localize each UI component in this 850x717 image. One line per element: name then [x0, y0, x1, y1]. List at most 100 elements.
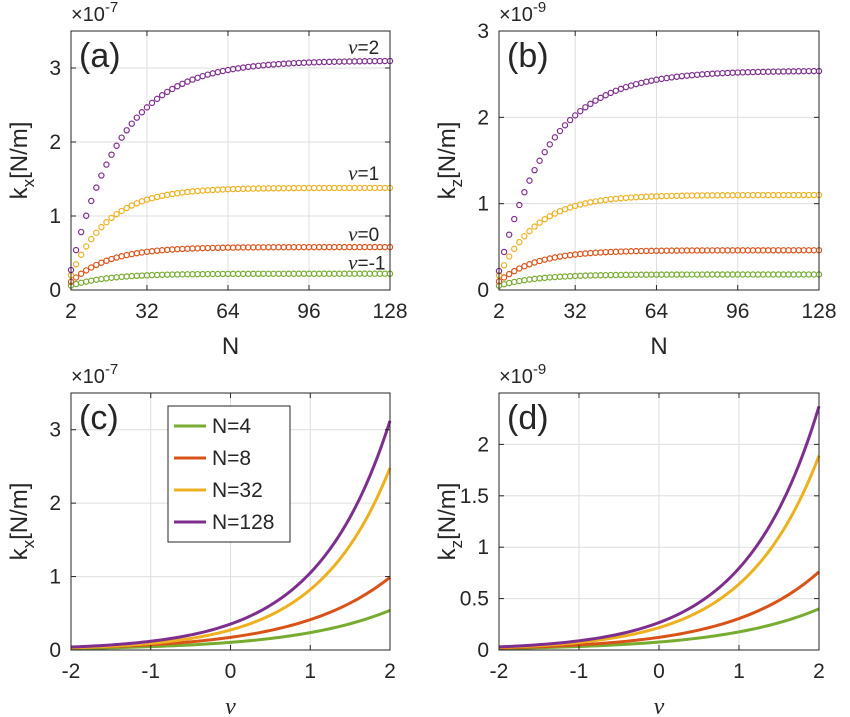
data-point [577, 107, 584, 115]
data-point [113, 210, 120, 218]
axes-box [70, 30, 391, 291]
y-tick-label: 3 [49, 57, 61, 80]
y-tick-label: 2 [49, 492, 61, 515]
series-annotation: ν=-1 [348, 250, 385, 274]
y-tick-label: 0 [49, 639, 61, 662]
data-point [566, 116, 574, 124]
y-tick-label: 1 [477, 536, 489, 559]
x-tick-label: -1 [570, 660, 589, 683]
x-tick-label: 32 [564, 300, 587, 323]
data-point [123, 204, 130, 212]
y-tick-label: 1 [49, 205, 61, 228]
x-tick-label: 0 [653, 660, 665, 683]
data-point [551, 210, 559, 217]
y-tick-label: 0.5 [460, 588, 489, 611]
y-tick-label: 0 [477, 279, 489, 302]
data-point [93, 229, 100, 236]
data-point [602, 92, 609, 99]
x-tick-label: 64 [216, 300, 240, 323]
series-ν=0 [495, 247, 823, 285]
data-point [516, 238, 523, 246]
legend: N=4 N=8 N=32 N=128 [167, 405, 291, 543]
data-point [82, 267, 90, 274]
data-point [143, 104, 151, 111]
y-tick-label: 3 [49, 419, 61, 442]
x-tick-label: 0 [225, 660, 237, 683]
x-axis-label: N [650, 333, 667, 360]
data-point [72, 274, 80, 281]
data-point [108, 214, 115, 222]
data-point [113, 142, 120, 149]
data-point [546, 212, 553, 220]
data-point [526, 177, 533, 184]
data-point [98, 223, 105, 231]
series-ν=2 [495, 67, 823, 275]
legend-label: N=128 [212, 511, 274, 534]
x-tick-label: 2 [65, 300, 77, 323]
data-point [561, 122, 569, 129]
data-point [505, 270, 513, 278]
data-point [582, 104, 589, 111]
data-point [511, 215, 518, 223]
series-ν=-1 [495, 271, 823, 289]
data-point [531, 166, 538, 174]
data-point [103, 161, 110, 168]
data-point [108, 151, 115, 158]
y-tick-label: 1 [477, 193, 489, 216]
y-axis-label: kx[N/m] [6, 483, 38, 561]
data-point [72, 261, 80, 268]
x-tick-label: -1 [141, 660, 160, 683]
data-point [153, 95, 161, 103]
x-tick-label: -2 [490, 660, 509, 683]
data-point [179, 80, 186, 88]
data-point [521, 188, 528, 196]
data-point [128, 120, 135, 127]
x-tick-label: 128 [372, 300, 407, 323]
x-tick-label: 2 [813, 660, 825, 683]
axis-multiplier: ×10-7 [71, 361, 118, 388]
panel-label: (c) [79, 399, 119, 437]
series-ν=2 [67, 57, 394, 274]
data-point [88, 264, 95, 271]
x-axis-label: ν [654, 694, 665, 717]
x-tick-label: 64 [645, 300, 669, 323]
axis-multiplier: ×10-7 [71, 0, 118, 26]
y-tick-label: 3 [477, 20, 489, 43]
data-point [77, 270, 85, 277]
data-point [516, 265, 523, 272]
data-point [551, 134, 559, 141]
data-point [77, 251, 85, 258]
series-line-N=8 [498, 570, 820, 650]
data-point [571, 112, 579, 119]
data-point [500, 262, 508, 269]
series-annotation: ν=1 [348, 161, 379, 185]
y-tick-label: 1.5 [460, 485, 489, 508]
panel-c: -2 -1 0 1 2 0 1 2 3 ×10-7 ν kx[N/m] (c) N=4 N=8 N=32 N=1… [6, 361, 396, 717]
data-point [556, 127, 564, 135]
y-axis-label: kz[N/m] [434, 122, 466, 200]
data-point [138, 109, 146, 116]
data-point [174, 83, 181, 90]
panel-label: (b) [507, 37, 549, 75]
x-tick-label: 96 [297, 300, 320, 323]
y-axis-label: kz[N/m] [434, 483, 466, 561]
y-tick-label: 0 [49, 279, 61, 302]
y-tick-label: 0 [477, 639, 489, 662]
y-axis-label: kx[N/m] [6, 122, 38, 200]
data-point [607, 89, 614, 97]
legend-label: N=4 [212, 415, 251, 438]
data-point [118, 207, 125, 215]
data-point [169, 85, 176, 93]
panel-d: -2 -1 0 1 2 0 0.5 1 1.5 2 ×10-9 ν kz[N/m] (d) [434, 361, 825, 717]
data-point [77, 228, 85, 236]
data-point [103, 219, 110, 226]
data-point [592, 97, 599, 104]
plot-area [499, 31, 819, 290]
data-point [118, 134, 125, 141]
data-point [587, 100, 594, 108]
x-axis-label: ν [225, 694, 236, 717]
panel-label: (d) [507, 399, 549, 437]
data-point [93, 261, 100, 269]
axis-multiplier: ×10-9 [499, 0, 546, 26]
